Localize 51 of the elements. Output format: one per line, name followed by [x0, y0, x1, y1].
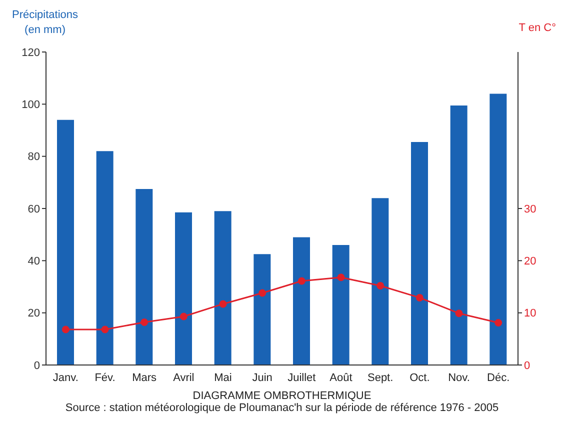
- point: [140, 318, 148, 326]
- x-tick-label: Mars: [132, 372, 158, 384]
- bar: [254, 254, 271, 365]
- y2-tick-label: 10: [524, 308, 536, 320]
- bar: [450, 105, 468, 365]
- point: [416, 294, 424, 302]
- point: [101, 326, 109, 334]
- bar: [175, 212, 192, 365]
- x-tick-label: Juillet: [288, 372, 316, 384]
- y-axis-title: Précipitations (en mm): [12, 8, 78, 38]
- y2-axis-title: T en C°: [518, 22, 556, 34]
- x-tick-label: Janv.: [52, 372, 78, 384]
- x-tick-label: Avril: [173, 372, 194, 384]
- y-tick-label: 40: [28, 256, 40, 268]
- y-tick-label: 60: [28, 203, 40, 216]
- y-tick-label: 120: [22, 46, 40, 59]
- bar: [57, 120, 74, 365]
- x-tick-label: Oct.: [410, 372, 430, 384]
- point: [376, 282, 384, 290]
- point: [337, 274, 345, 282]
- y2-tick-label: 20: [524, 256, 536, 268]
- x-tick-label: Août: [330, 372, 352, 384]
- bar: [411, 142, 428, 365]
- x-tick-label: Sept.: [367, 372, 394, 384]
- point: [219, 300, 227, 308]
- x-tick-label: Mai: [214, 372, 232, 384]
- y-tick-label: 0: [34, 360, 40, 372]
- bar: [214, 211, 232, 365]
- y-tick-label: 100: [22, 99, 40, 112]
- point: [298, 277, 306, 285]
- point: [494, 318, 502, 326]
- y-tick-label: 20: [28, 308, 40, 320]
- point: [62, 326, 70, 334]
- text: DIAGRAMME OMBROTHERMIQUE: [192, 390, 372, 402]
- bar: [490, 94, 507, 365]
- x-tick-label: Juin: [252, 372, 272, 384]
- y2-tick-label: 30: [524, 203, 536, 216]
- point: [258, 289, 266, 297]
- point: [455, 310, 463, 318]
- point: [180, 312, 188, 320]
- x-tick-label: Nov.: [448, 372, 470, 384]
- bar: [136, 188, 153, 365]
- y2-tick-label: 0: [524, 360, 530, 372]
- bar: [372, 198, 389, 365]
- source-note: Source : station météorologique de Ploumanac'h sur la période de référence 1976 - 2005: [64, 402, 500, 414]
- y-tick-label: 80: [28, 151, 40, 164]
- x-tick-label: Fév.: [94, 372, 116, 384]
- bar: [293, 237, 310, 365]
- bar: [332, 245, 350, 365]
- x-tick-label: Déc.: [487, 372, 510, 384]
- bar: [96, 151, 114, 365]
